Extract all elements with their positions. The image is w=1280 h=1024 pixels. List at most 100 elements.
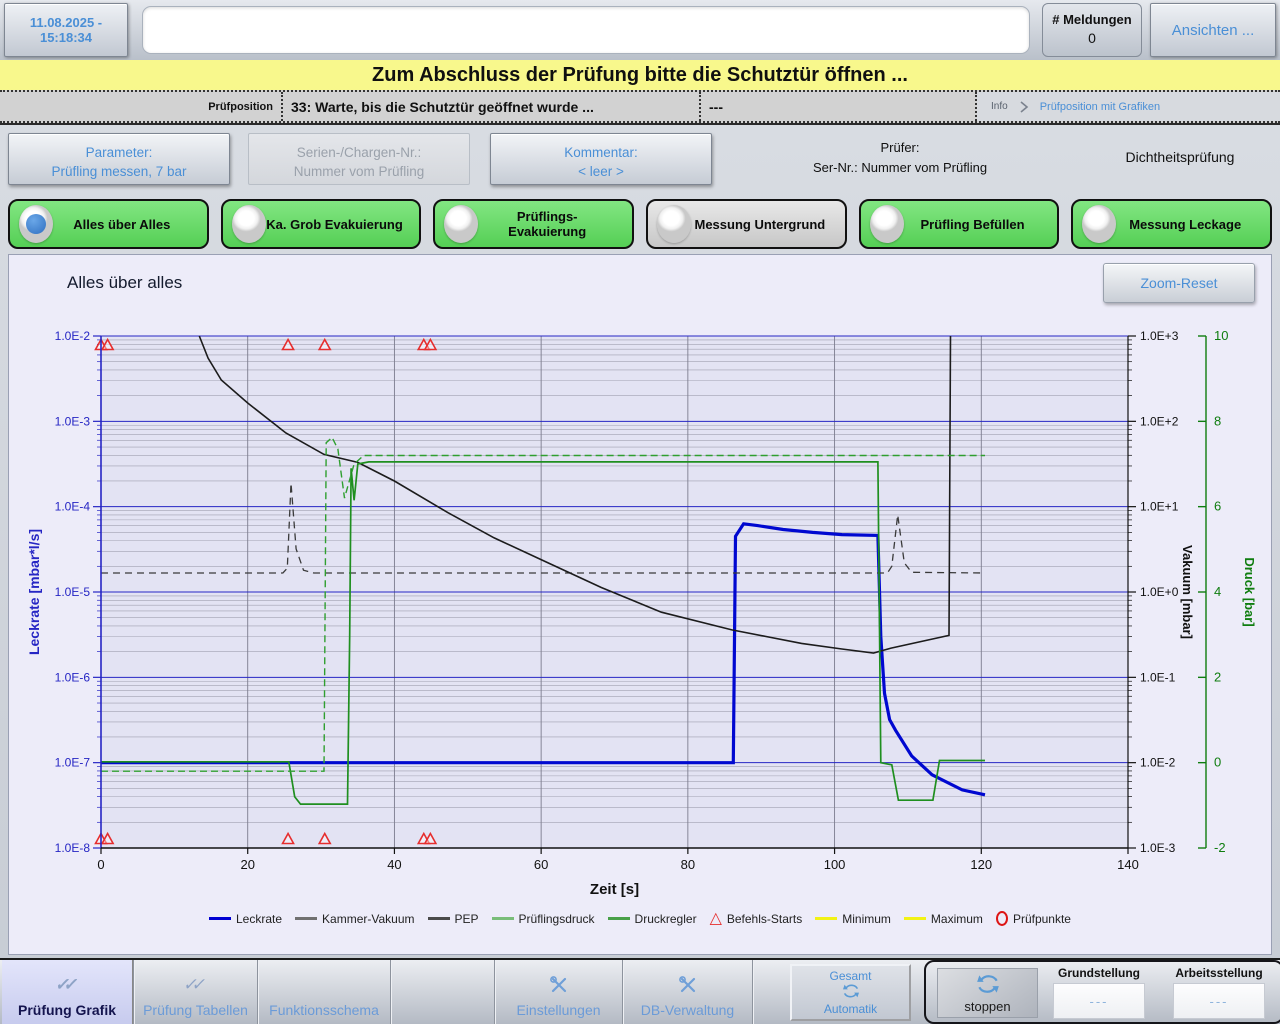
chart-plot[interactable]: 1.0E-2 1.0E-3 1.0E-4 1.0E-5 1.0E-6 1.0E-7 1.0E…: [9, 255, 1273, 958]
befehls-start-marker: [281, 337, 295, 351]
process-step-4[interactable]: Prüfling Befüllen: [858, 199, 1060, 249]
svg-text:6: 6: [1214, 499, 1221, 514]
bottom-toolbar: ✓✓ Prüfung Grafik ✓✓ Prüfung Tabellen Fu…: [0, 958, 1280, 1024]
pruefer-title: Prüfer:: [880, 140, 920, 155]
status-bar: Prüfposition 33: Warte, bis die Schutztü…: [0, 90, 1280, 123]
radio-indicator: [444, 205, 479, 243]
legend-swatch-line: [209, 917, 231, 920]
svg-text:1.0E-3: 1.0E-3: [55, 414, 91, 428]
svg-text:2: 2: [1214, 669, 1221, 684]
process-step-1[interactable]: Ka. Grob Evakuierung: [220, 199, 422, 249]
legend-label: Druckregler: [634, 911, 697, 926]
view-mode-link[interactable]: Prüfposition mit Grafiken: [1039, 100, 1161, 113]
info-label: Info: [991, 101, 1008, 112]
legend-item: Minimum: [815, 912, 891, 926]
svg-text:1.0E+2: 1.0E+2: [1140, 414, 1179, 428]
radio-indicator: [231, 205, 266, 243]
tab-label: Einstellungen: [516, 1002, 601, 1018]
meldungen-label: # Meldungen: [1052, 12, 1132, 27]
svg-text:1.0E-2: 1.0E-2: [55, 329, 91, 343]
process-step-0[interactable]: Alles über Alles: [8, 199, 209, 249]
zoom-reset-button[interactable]: Zoom-Reset: [1103, 263, 1255, 303]
svg-text:1.0E-8: 1.0E-8: [55, 841, 91, 855]
tab-label: Funktionsschema: [269, 1002, 379, 1018]
tab-pruefung-tabellen[interactable]: ✓✓ Prüfung Tabellen: [134, 960, 257, 1024]
info-breadcrumb: Info Prüfposition mit Grafiken: [977, 92, 1280, 121]
tab-label: Prüfung Tabellen: [143, 1002, 248, 1018]
befehls-start-marker: [423, 831, 438, 845]
chart-legend: Leckrate Kammer-Vakuum PEP Prüflingsdruck Dr…: [9, 910, 1271, 926]
svg-text:1.0E-2: 1.0E-2: [1140, 756, 1176, 770]
befehls-start-marker: [317, 337, 332, 351]
legend-item: Prüfpunkte: [995, 911, 1071, 926]
double-check-icon: ✓✓: [53, 975, 75, 994]
tab-label: Prüfung Grafik: [17, 1002, 116, 1018]
legend-swatch-line: [295, 917, 318, 920]
stop-button[interactable]: stoppen: [937, 968, 1038, 1018]
svg-text:120: 120: [970, 857, 992, 872]
process-step-3[interactable]: Messung Untergrund: [646, 199, 847, 249]
serien-title: Serien-/Chargen-Nr.:: [296, 145, 422, 160]
legend-label: PEP: [454, 911, 479, 926]
tab-label: DB-Verwaltung: [640, 1002, 735, 1018]
tools-icon: [549, 972, 569, 998]
toolbar-separator: [494, 960, 495, 1024]
meldungen-count: 0: [1088, 30, 1096, 46]
grundstellung-label: Grundstellung: [1058, 966, 1140, 980]
series-Kammer-Vakuum: [101, 483, 986, 574]
svg-text:Druck [bar]: Druck [bar]: [1242, 557, 1257, 626]
legend-item: Prüflingsdruck: [491, 912, 595, 926]
meldungen-panel: # Meldungen 0: [1042, 3, 1142, 57]
pruefer-info: Prüfer: Ser-Nr.: Nummer vom Prüfling: [740, 138, 1060, 178]
grundstellung-button[interactable]: ---: [1053, 983, 1145, 1019]
automatik-label: Automatik: [823, 1002, 878, 1016]
svg-text:1.0E-1: 1.0E-1: [1140, 670, 1176, 684]
tab-funktionsschema[interactable]: Funktionsschema: [258, 960, 390, 1024]
svg-text:10: 10: [1214, 328, 1228, 343]
chart-panel: 1.0E-2 1.0E-3 1.0E-4 1.0E-5 1.0E-6 1.0E-7 1.0E…: [8, 254, 1272, 955]
pruefer-value: Ser-Nr.: Nummer vom Prüfling: [812, 160, 988, 175]
message-box[interactable]: [142, 6, 1030, 54]
befehls-start-marker: [281, 831, 295, 845]
svg-text:Zeit [s]: Zeit [s]: [590, 881, 639, 898]
tab-pruefung-grafik[interactable]: ✓✓ Prüfung Grafik: [2, 960, 133, 1024]
legend-item: PEP: [427, 911, 479, 926]
legend-swatch-line: [815, 917, 838, 920]
legend-label: Maximum: [930, 911, 983, 926]
arbeitsstellung-button[interactable]: ---: [1173, 983, 1265, 1019]
legend-label: Prüfpunkte: [1012, 911, 1071, 926]
refresh-icon: [841, 983, 861, 1002]
legend-item: Maximum: [903, 911, 983, 926]
ansichten-button[interactable]: Ansichten ...: [1150, 3, 1276, 57]
befehls-start-marker: [317, 831, 332, 845]
radio-indicator: [19, 205, 53, 243]
radio-indicator: [1082, 205, 1117, 243]
gesamt-automatik-button[interactable]: Gesamt Automatik: [790, 964, 911, 1021]
series-Prüflingsdruck: [101, 461, 985, 805]
svg-text:40: 40: [387, 857, 401, 872]
double-check-icon: ✓✓: [182, 975, 203, 994]
kommentar-button[interactable]: Kommentar: < leer >: [490, 133, 712, 185]
svg-text:140: 140: [1117, 857, 1139, 872]
svg-text:1.0E+1: 1.0E+1: [1140, 500, 1179, 514]
test-mode-label: Dichtheitsprüfung: [1125, 149, 1235, 165]
legend-swatch-circle: [995, 911, 1008, 926]
process-step-5[interactable]: Messung Leckage: [1071, 199, 1273, 249]
process-steps-row: Alles über Alles Ka. Grob Evakuierung Prüf…: [8, 199, 1273, 249]
svg-text:80: 80: [681, 857, 695, 872]
position-control-group: stoppen Grundstellung --- Arbeitsstellun…: [924, 960, 1280, 1024]
process-step-2[interactable]: Prüflings-Evakuierung: [433, 199, 635, 249]
tab-einstellungen[interactable]: Einstellungen: [495, 960, 622, 1024]
tab-db-verwaltung[interactable]: DB-Verwaltung: [623, 960, 752, 1024]
parameter-value: Prüfling messen, 7 bar: [51, 164, 187, 179]
datetime-button[interactable]: 11.08.2025 - 15:18:34: [4, 3, 128, 57]
parameter-button[interactable]: Parameter: Prüfling messen, 7 bar: [8, 133, 230, 185]
svg-text:0: 0: [97, 857, 104, 872]
serien-chargen-button[interactable]: Serien-/Chargen-Nr.: Nummer vom Prüfling: [248, 133, 470, 185]
svg-text:1.0E+0: 1.0E+0: [1140, 585, 1179, 599]
svg-text:Vakuum [mbar]: Vakuum [mbar]: [1180, 545, 1195, 639]
svg-text:1.0E+3: 1.0E+3: [1140, 329, 1179, 343]
toolbar-separator: [622, 960, 623, 1024]
parameter-title: Parameter:: [85, 145, 153, 160]
befehls-start-marker: [423, 337, 438, 351]
